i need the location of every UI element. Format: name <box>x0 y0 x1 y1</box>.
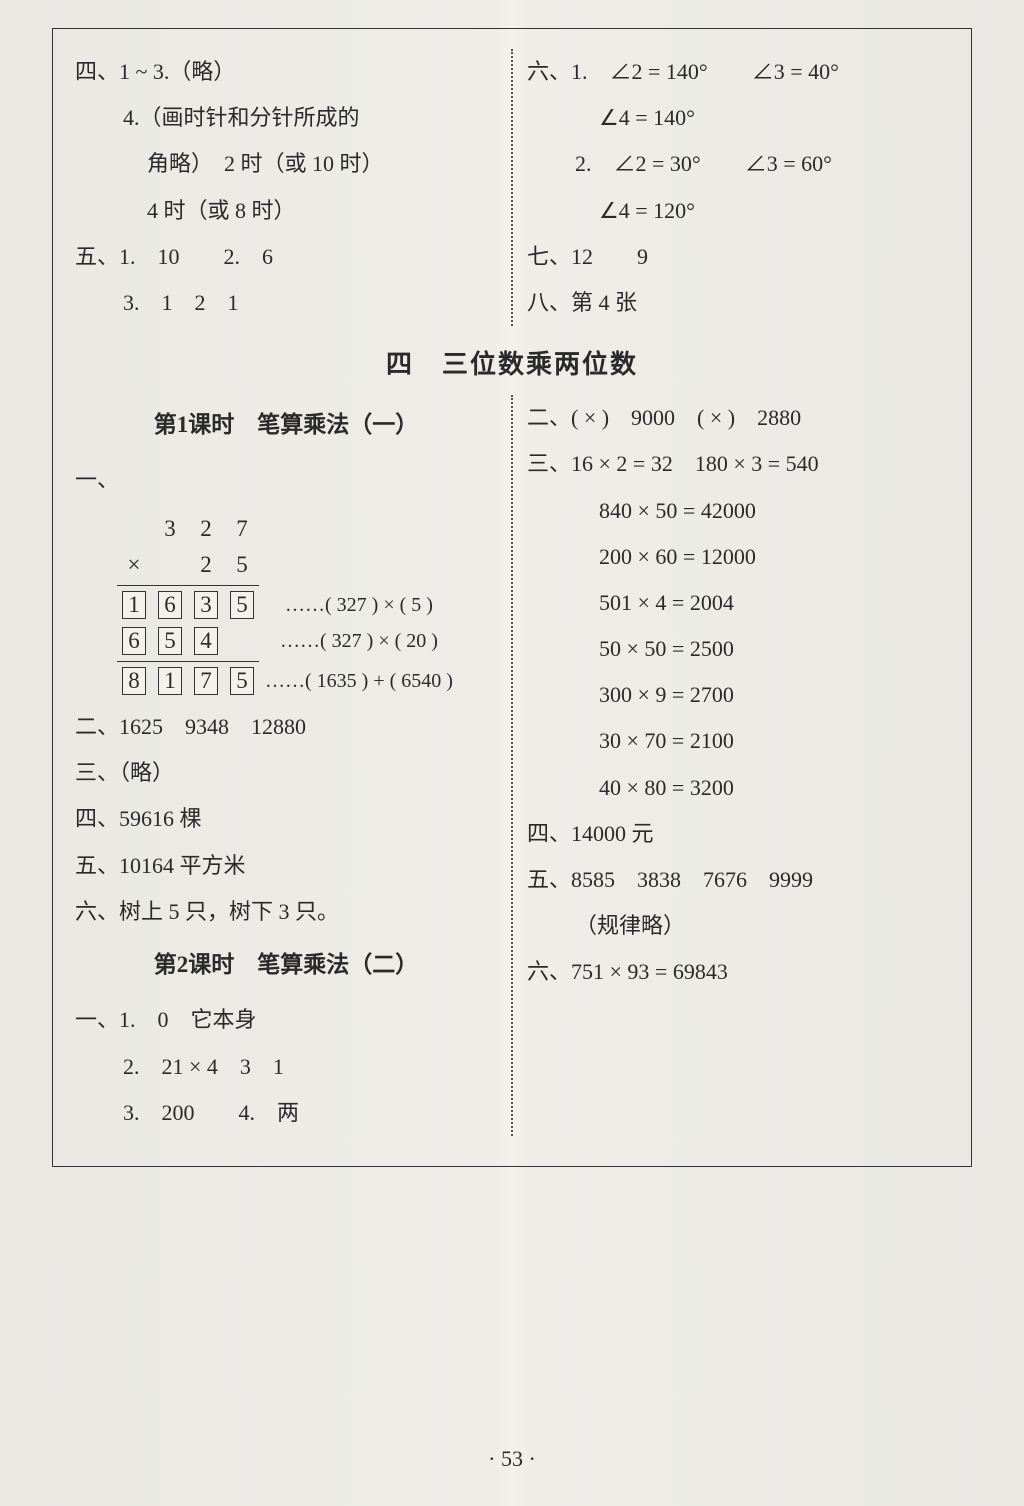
text-line: 四、59616 棵 <box>75 796 497 842</box>
top-columns: 四、1 ~ 3.（略）4.（画时针和分针所成的角略） 2 时（或 10 时）4 … <box>75 49 949 326</box>
text-line: 4 时（或 8 时） <box>75 188 497 234</box>
top-left-col: 四、1 ~ 3.（略）4.（画时针和分针所成的角略） 2 时（或 10 时）4 … <box>75 49 497 326</box>
text-line: 六、树上 5 只，树下 3 只。 <box>75 889 497 935</box>
box: 4 <box>194 627 218 655</box>
text-line: 三、16 × 2 = 32 180 × 3 = 540 <box>527 441 949 487</box>
text-line: 一、1. 0 它本身 <box>75 997 497 1043</box>
mult-top-row: 3 2 7 <box>117 512 457 547</box>
text-line: 八、第 4 张 <box>527 280 949 326</box>
mult-d2: 2 <box>189 512 223 547</box>
mult-d3: 7 <box>225 512 259 547</box>
mult-x2: 5 <box>225 548 259 583</box>
text-line: 30 × 70 = 2100 <box>527 718 949 764</box>
text-line: 3. 200 4. 两 <box>75 1090 497 1136</box>
bottom-left-col: 第1课时 笔算乘法（一） 一、 3 2 7 × <box>75 395 497 1136</box>
box: 5 <box>158 627 182 655</box>
lesson2-title: 第2课时 笔算乘法（二） <box>75 941 497 989</box>
text-line: 501 × 4 = 2004 <box>527 580 949 626</box>
mult-annot1: ……( 327 ) × ( 5 ) <box>261 588 457 623</box>
box: 5 <box>230 591 254 619</box>
left-after-block: 二、1625 9348 12880三、（略）四、59616 棵五、10164 平… <box>75 704 497 935</box>
mult-annot2: ……( 327 ) × ( 20 ) <box>261 624 457 659</box>
text-line: 200 × 60 = 12000 <box>527 534 949 580</box>
text-line: 六、751 × 93 = 69843 <box>527 949 949 995</box>
vertical-divider <box>511 395 513 1136</box>
text-line: 五、8585 3838 7676 9999 <box>527 857 949 903</box>
text-line: 50 × 50 = 2500 <box>527 626 949 672</box>
page: 四、1 ~ 3.（略）4.（画时针和分针所成的角略） 2 时（或 10 时）4 … <box>0 0 1024 1506</box>
left-lesson2-block: 一、1. 0 它本身2. 21 × 4 3 13. 200 4. 两 <box>75 997 497 1136</box>
vertical-divider <box>511 49 513 326</box>
text-line: 二、1625 9348 12880 <box>75 704 497 750</box>
box: 3 <box>194 591 218 619</box>
mult-d1: 3 <box>153 512 187 547</box>
text-line: 一、 <box>75 457 497 503</box>
mult-table: 3 2 7 × 2 5 <box>115 510 459 701</box>
box: 6 <box>158 591 182 619</box>
text-line: 四、1 ~ 3.（略） <box>75 49 497 95</box>
mult-x1: 2 <box>189 548 223 583</box>
box: 1 <box>158 667 182 695</box>
text-line: （规律略） <box>527 903 949 949</box>
text-line: 2. 21 × 4 3 1 <box>75 1044 497 1090</box>
page-number: · 53 · <box>0 1446 1024 1472</box>
text-line: 二、( × ) 9000 ( × ) 2880 <box>527 395 949 441</box>
mult-times-row: × 2 5 <box>117 548 457 583</box>
text-line: ∠4 = 120° <box>527 188 949 234</box>
text-line: 300 × 9 = 2700 <box>527 672 949 718</box>
mult-partial1: 1 6 3 5 ……( 327 ) × ( 5 ) <box>117 588 457 623</box>
mult-annot3: ……( 1635 ) + ( 6540 ) <box>261 664 457 699</box>
mult-rule1 <box>117 585 457 586</box>
times-icon: × <box>117 548 151 583</box>
bottom-right-col: 二、( × ) 9000 ( × ) 2880三、16 × 2 = 32 180… <box>527 395 949 1136</box>
lesson1-title: 第1课时 笔算乘法（一） <box>75 401 497 449</box>
multiplication-work: 3 2 7 × 2 5 <box>115 510 497 701</box>
mult-rule2 <box>117 661 457 662</box>
box: 1 <box>122 591 146 619</box>
mult-partial2: 6 5 4 ……( 327 ) × ( 20 ) <box>117 624 457 659</box>
text-line: ∠4 = 140° <box>527 95 949 141</box>
chapter-title: 四 三位数乘两位数 <box>75 344 949 381</box>
text-line: 四、14000 元 <box>527 811 949 857</box>
box: 8 <box>122 667 146 695</box>
text-line: 40 × 80 = 3200 <box>527 765 949 811</box>
top-right-col: 六、1. ∠2 = 140° ∠3 = 40°∠4 = 140°2. ∠2 = … <box>527 49 949 326</box>
text-line: 角略） 2 时（或 10 时） <box>75 141 497 187</box>
text-line: 三、（略） <box>75 750 497 796</box>
content-frame: 四、1 ~ 3.（略）4.（画时针和分针所成的角略） 2 时（或 10 时）4 … <box>52 28 972 1167</box>
text-line: 五、10164 平方米 <box>75 843 497 889</box>
box: 5 <box>230 667 254 695</box>
mult-sum: 8 1 7 5 ……( 1635 ) + ( 6540 ) <box>117 664 457 699</box>
text-line: 六、1. ∠2 = 140° ∠3 = 40° <box>527 49 949 95</box>
text-line: 2. ∠2 = 30° ∠3 = 60° <box>527 141 949 187</box>
box: 6 <box>122 627 146 655</box>
text-line: 七、12 9 <box>527 234 949 280</box>
section-one-label: 一、 <box>75 457 497 503</box>
bottom-columns: 第1课时 笔算乘法（一） 一、 3 2 7 × <box>75 395 949 1136</box>
text-line: 3. 1 2 1 <box>75 280 497 326</box>
text-line: 4.（画时针和分针所成的 <box>75 95 497 141</box>
text-line: 五、1. 10 2. 6 <box>75 234 497 280</box>
text-line: 840 × 50 = 42000 <box>527 488 949 534</box>
box: 7 <box>194 667 218 695</box>
